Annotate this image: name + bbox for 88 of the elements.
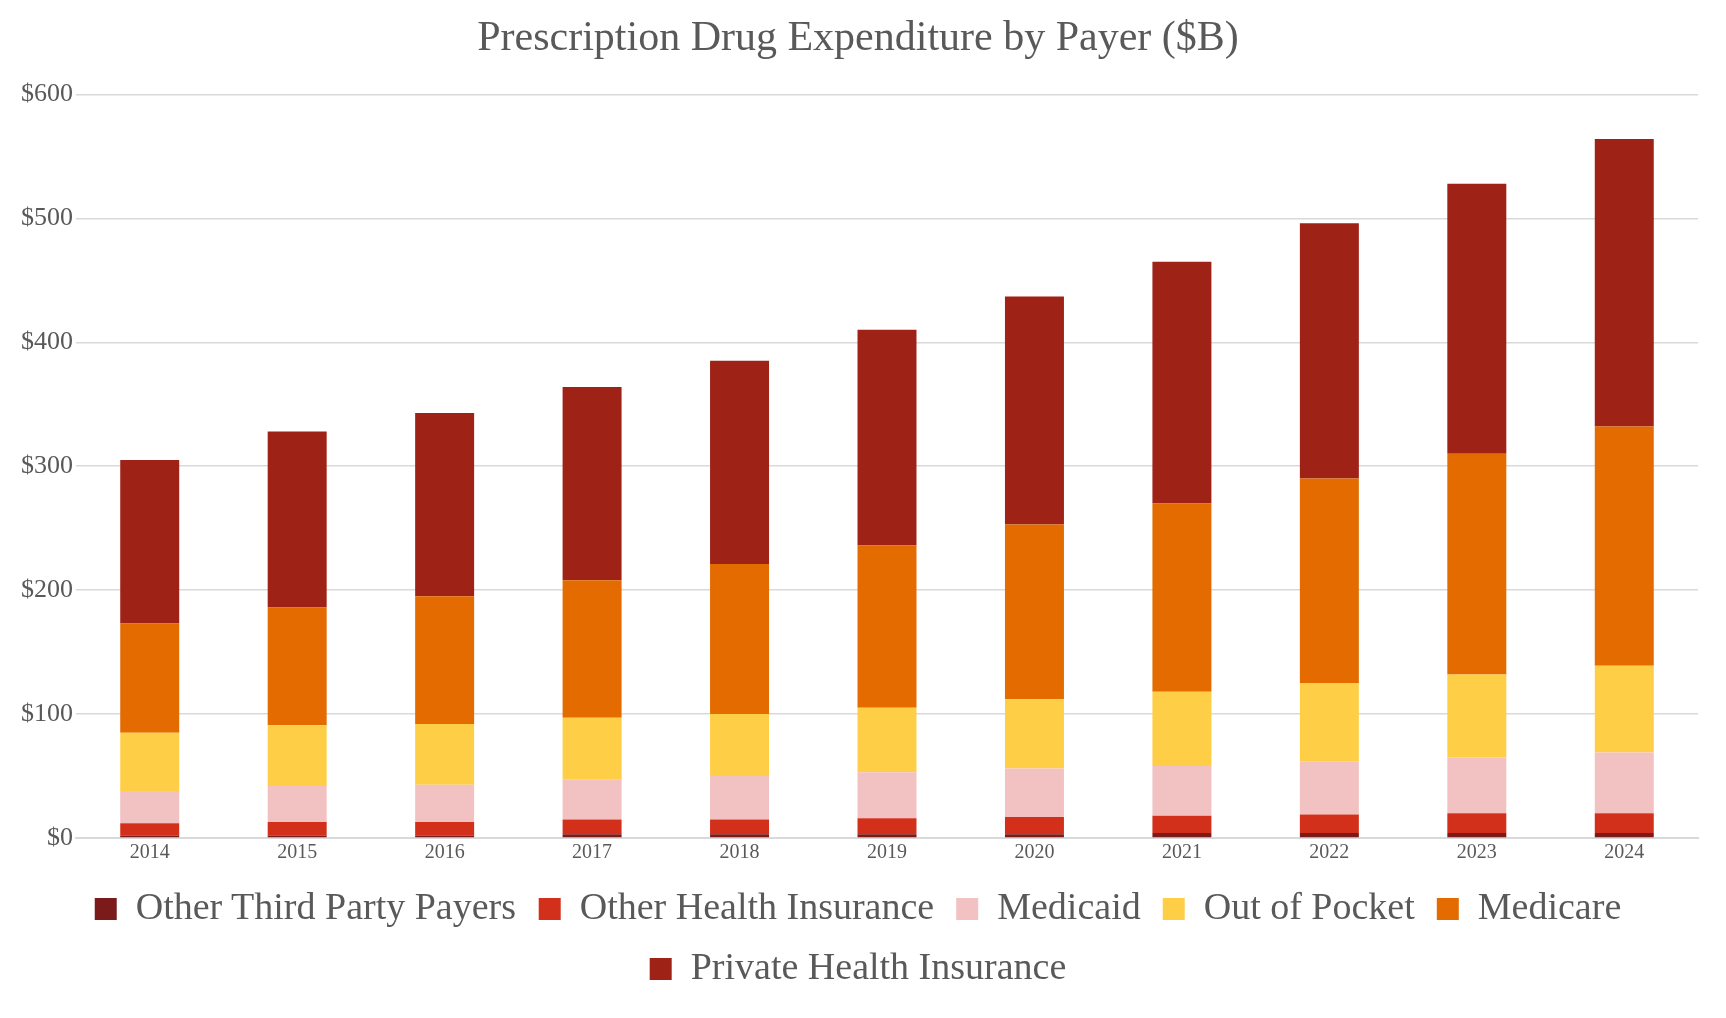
bar: [415, 821, 475, 836]
bar: [562, 779, 622, 820]
bar: [1299, 814, 1359, 834]
bar: [267, 821, 327, 836]
bar: [710, 714, 770, 777]
bar: [562, 834, 622, 838]
x-tick-label: 2018: [719, 840, 760, 863]
bar: [562, 386, 622, 581]
bar: [710, 360, 770, 565]
bar: [710, 564, 770, 715]
bar: [1004, 699, 1064, 769]
bar: [1152, 261, 1212, 504]
y-tick-label: $600: [21, 78, 73, 108]
x-tick-label: 2017: [572, 840, 613, 863]
bar: [120, 460, 180, 624]
bar: [415, 723, 475, 785]
bar: [562, 717, 622, 780]
bar: [857, 329, 917, 546]
bar: [1447, 813, 1507, 834]
bar: [1299, 683, 1359, 762]
x-tick-label: 2022: [1309, 840, 1350, 863]
bar: [1594, 752, 1654, 814]
y-tick-label: $100: [21, 697, 73, 727]
y-tick-label: $200: [21, 573, 73, 603]
bar: [1152, 833, 1212, 838]
bar: [710, 776, 770, 820]
bar: [1004, 768, 1064, 817]
bar: [1152, 503, 1212, 692]
legend-label: Medicaid: [997, 884, 1141, 927]
bar: [710, 819, 770, 835]
bar: [1447, 757, 1507, 814]
bar: [857, 772, 917, 819]
bar: [1152, 815, 1212, 834]
bar: [1594, 813, 1654, 834]
y-tick-label: $500: [21, 202, 73, 232]
y-tick-label: $400: [21, 326, 73, 356]
bar: [1447, 183, 1507, 454]
bar: [1299, 223, 1359, 479]
bar: [1447, 833, 1507, 838]
bar: [1299, 761, 1359, 815]
y-tick-label: $300: [21, 450, 73, 480]
bar: [267, 725, 327, 786]
bar: [1299, 833, 1359, 838]
y-tick-label: $0: [47, 821, 73, 851]
bar: [1594, 139, 1654, 427]
bar: [857, 707, 917, 773]
x-tick-label: 2023: [1456, 840, 1497, 863]
bar: [415, 596, 475, 724]
bar: [120, 790, 180, 824]
bar: [857, 818, 917, 835]
legend-label: Medicare: [1477, 884, 1622, 927]
bar: [1004, 296, 1064, 525]
bar: [857, 545, 917, 708]
bar: [710, 834, 770, 838]
legend-label: Other Health Insurance: [579, 884, 935, 927]
bar: [415, 784, 475, 822]
x-tick-label: 2019: [867, 840, 907, 863]
legend-label: Out of Pocket: [1203, 884, 1416, 927]
x-tick-label: 2020: [1014, 840, 1055, 863]
bar: [1594, 665, 1654, 753]
bar: [857, 834, 917, 838]
bar: [267, 785, 327, 822]
legend-label: Other Third Party Payers: [135, 884, 517, 927]
bar: [1594, 833, 1654, 838]
bar: [1004, 816, 1064, 835]
bar: [1447, 674, 1507, 758]
bar: [267, 607, 327, 726]
bar: [1152, 766, 1212, 816]
bar: [562, 580, 622, 718]
chart-title: Prescription Drug Expenditure by Payer ($B): [477, 13, 1239, 61]
x-tick-label: 2015: [277, 840, 318, 863]
bar: [120, 623, 180, 733]
bar: [415, 412, 475, 597]
bar: [1299, 478, 1359, 684]
bar: [267, 431, 327, 608]
x-tick-label: 2021: [1161, 840, 1202, 863]
bar: [1004, 834, 1064, 838]
bar: [1004, 524, 1064, 700]
bar: [1594, 426, 1654, 666]
bar: [1152, 691, 1212, 767]
bar: [120, 732, 180, 791]
bar: [1447, 453, 1507, 675]
bar: [120, 823, 180, 836]
bar: [562, 819, 622, 835]
x-tick-label: 2024: [1604, 840, 1645, 863]
x-tick-label: 2014: [129, 840, 170, 863]
legend-label: Private Health Insurance: [690, 944, 1067, 987]
x-tick-label: 2016: [424, 840, 465, 863]
